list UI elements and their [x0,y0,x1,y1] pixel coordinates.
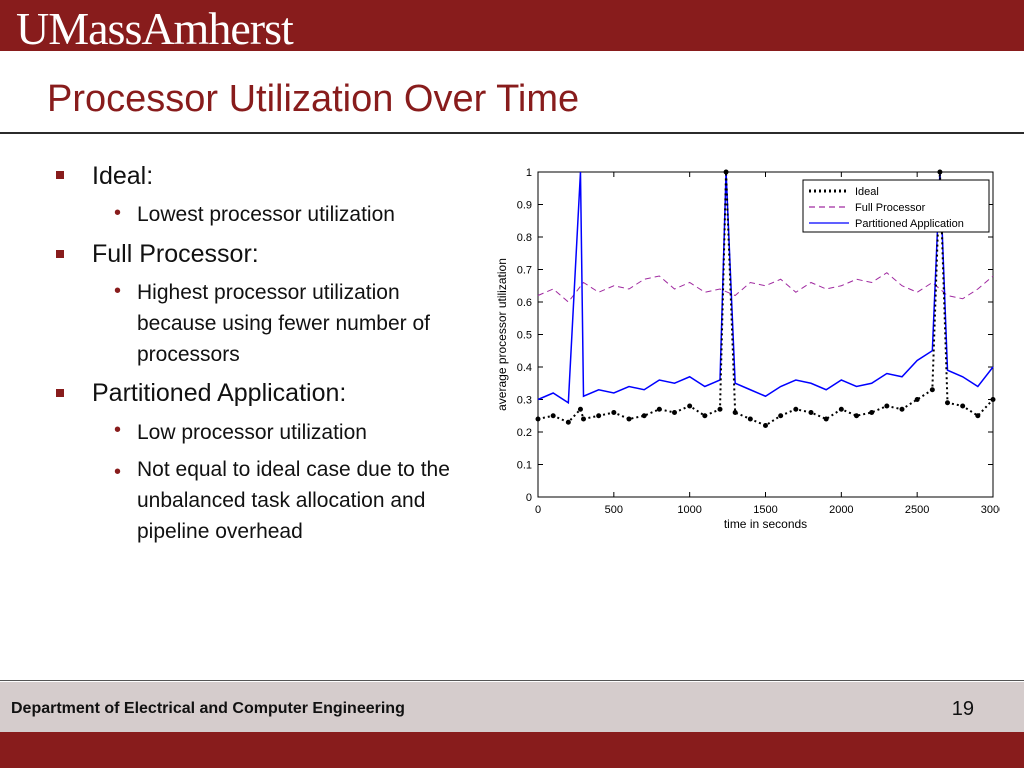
ideal-point [550,413,556,419]
ideal-point [990,397,996,402]
ideal-point [581,416,586,422]
y-tick-label: 0.9 [517,200,532,212]
y-tick-label: 0.2 [517,427,532,439]
ideal-point [945,400,950,406]
y-tick-label: 0.5 [517,330,532,342]
ideal-point [937,169,943,175]
ideal-point [884,403,890,409]
series-line-1 [537,272,994,303]
ideal-point [747,416,753,422]
legend-label: Full Processor [855,202,926,214]
ideal-point [793,406,799,412]
ideal-point [723,169,729,175]
y-tick-label: 0.8 [517,232,532,244]
y-axis-label: average processor utilization [495,258,509,411]
sub-bullet: Not equal to ideal case due to the unbal… [137,458,450,543]
ideal-point [975,413,981,419]
ideal-point [565,419,571,425]
department-name: Department of Electrical and Computer En… [11,700,405,717]
bullet-full-processor: Full Processor: [92,240,259,268]
dot-bullet-icon: • [114,202,122,224]
ideal-point [763,423,768,428]
ideal-point [960,403,966,409]
x-tick-label: 0 [535,504,541,516]
ideal-point [914,397,920,402]
ideal-point [778,413,784,419]
bullet-partitioned: Partitioned Application: [92,379,347,407]
ideal-point [577,406,583,412]
y-tick-label: 0.7 [517,265,532,277]
footer-divider [0,680,1024,681]
page-number: 19 [951,698,974,720]
dot-bullet-icon: • [114,280,122,302]
square-bullet-icon [56,171,64,179]
bottom-band [0,732,1024,768]
sub-bullet: Highest processor utilization because us… [137,281,431,366]
series-line-2 [537,171,994,405]
ideal-point [656,406,662,412]
ideal-point [611,410,617,415]
y-tick-label: 0 [526,492,532,504]
slide-title: Processor Utilization Over Time [47,78,580,120]
ideal-point [869,410,875,415]
y-tick-label: 0.4 [517,362,532,374]
ideal-point [823,416,829,422]
x-tick-label: 1500 [753,504,777,516]
x-tick-label: 2500 [905,504,929,516]
ideal-point [854,413,859,419]
ideal-point [899,406,905,412]
ideal-point [929,387,935,393]
dot-bullet-icon: • [114,419,122,441]
umass-logo: UMassAmherst [16,3,294,54]
ideal-point [641,413,647,419]
x-tick-label: 1000 [677,504,701,516]
bullet-ideal: Ideal: [92,162,154,190]
header-band: UMassAmherst [0,0,1024,54]
x-axis-label: time in seconds [724,517,807,531]
legend-label: Partitioned Application [855,218,964,230]
ideal-point [687,403,693,409]
legend-label: Ideal [855,186,879,198]
ideal-point [717,406,723,412]
ideal-point [702,413,708,419]
utilization-chart: 0 0.1 0.2 0.3 0.4 0.5 0.6 0.7 0.8 0.9 1 0 500 1000 150… [490,160,1005,535]
ideal-point [732,410,738,415]
x-tick-label: 500 [605,504,623,516]
x-tick-label: 2000 [829,504,853,516]
chart-svg: 0 0.1 0.2 0.3 0.4 0.5 0.6 0.7 0.8 0.9 1 0 500 1000 150… [495,167,1005,531]
footer-bar: Department of Electrical and Computer En… [0,682,1024,732]
x-tick-label: 3000 [981,504,1000,516]
ideal-point [838,406,844,412]
ideal-point [596,413,602,419]
y-tick-label: 0.6 [517,297,532,309]
dot-bullet-icon: • [114,461,122,483]
ideal-point [535,416,541,422]
ideal-point [626,416,632,422]
y-tick-label: 0.3 [517,395,532,407]
sub-bullet: Lowest processor utilization [137,203,395,226]
title-divider [0,132,1024,134]
square-bullet-icon [56,250,64,258]
y-tick-label: 1 [526,167,532,179]
ideal-point [808,410,814,415]
y-tick-label: 0.1 [517,460,532,472]
square-bullet-icon [56,389,64,397]
ideal-point [672,410,677,415]
sub-bullet: Low processor utilization [137,421,367,444]
